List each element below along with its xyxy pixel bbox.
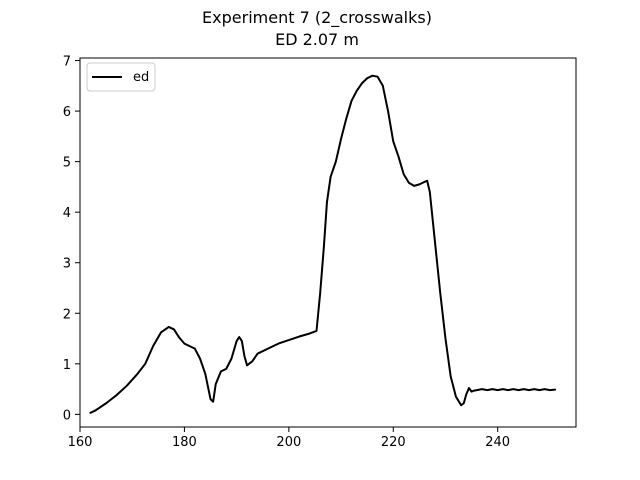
- y-tick-label: 0: [63, 408, 71, 423]
- plot-frame: [79, 57, 577, 428]
- x-axis: 160 180 200 220 240: [68, 427, 510, 450]
- x-tick-label: 180: [172, 435, 197, 450]
- series-line-ed: [89, 74, 557, 414]
- chart-subtitle: ED 2.07 m: [275, 30, 359, 49]
- chart-title: Experiment 7 (2_crosswalks): [202, 8, 432, 28]
- y-tick-label: 5: [63, 156, 71, 171]
- series-layer: [89, 74, 557, 414]
- y-axis: 0 1 2 3 4 5 6 7: [63, 55, 80, 423]
- y-tick-label: 3: [63, 257, 71, 272]
- y-tick-label: 6: [63, 105, 71, 120]
- x-tick-label: 200: [276, 435, 301, 450]
- x-tick-label: 160: [68, 435, 93, 450]
- x-tick-label: 220: [381, 435, 406, 450]
- y-tick-label: 1: [63, 358, 71, 373]
- plot-area: [79, 57, 577, 428]
- x-tick-label: 240: [485, 435, 510, 450]
- y-tick-label: 4: [63, 206, 71, 221]
- legend: ed: [86, 62, 156, 92]
- y-tick-label: 7: [63, 55, 71, 70]
- legend-label-ed: ed: [133, 70, 149, 85]
- y-tick-label: 2: [63, 307, 71, 322]
